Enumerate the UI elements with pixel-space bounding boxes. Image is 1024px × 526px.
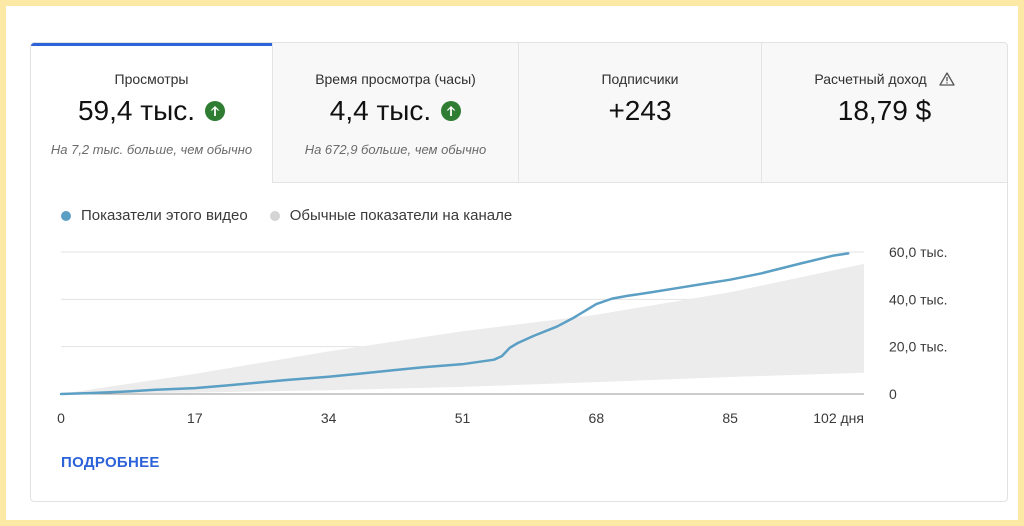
tab-note: На 672,9 больше, чем обычно <box>304 142 487 157</box>
tab-title: Просмотры <box>114 71 189 87</box>
tab-title: Подписчики <box>601 71 679 87</box>
page-frame: Просмотры 59,4 тыс. На 7,2 тыс. больше, … <box>6 6 1018 520</box>
x-tick-label: 34 <box>321 410 337 426</box>
tab-note: На 7,2 тыс. больше, чем обычно <box>50 142 253 157</box>
legend-label: Обычные показатели на канале <box>289 207 513 224</box>
x-tick-label: 51 <box>455 410 471 426</box>
y-tick-label: 0 <box>889 386 897 402</box>
arrow-up-icon <box>205 101 225 121</box>
y-tick-label: 60,0 тыс. <box>889 244 948 260</box>
arrow-up-icon <box>441 101 462 121</box>
tab-revenue[interactable]: Расчетный доход 18,79 $ <box>762 43 1007 183</box>
tab-value-row: 18,79 $ <box>762 95 1007 127</box>
tab-value: 18,79 $ <box>837 95 932 126</box>
legend-dot <box>269 210 280 221</box>
x-tick-label: 85 <box>722 410 738 426</box>
y-tick-label: 40,0 тыс. <box>889 291 948 307</box>
tab-value: +243 <box>608 95 672 126</box>
tab-title: Расчетный доход <box>814 71 927 87</box>
warning-icon[interactable] <box>938 72 955 89</box>
legend-item-this-video: Показатели этого видео <box>61 207 248 224</box>
metric-tabs: Просмотры 59,4 тыс. На 7,2 тыс. больше, … <box>31 43 1007 183</box>
tab-views[interactable]: Просмотры 59,4 тыс. На 7,2 тыс. больше, … <box>31 43 273 183</box>
tab-value: 4,4 тыс. <box>329 95 432 126</box>
x-tick-label: 68 <box>589 410 605 426</box>
legend-dot <box>61 210 71 221</box>
line-chart: 0 20,0 тыс. 40,0 тыс. 60,0 тыс. 0 17 34 51 68 85 1… <box>57 244 948 426</box>
tab-watch-time[interactable]: Время просмотра (часы) 4,4 тыс. На 672,9… <box>273 43 519 183</box>
analytics-card: Просмотры 59,4 тыс. На 7,2 тыс. больше, … <box>30 42 1008 502</box>
x-tick-label: 0 <box>57 410 65 426</box>
tab-value-row: 59,4 тыс. <box>31 95 272 127</box>
typical-range-band <box>61 263 864 394</box>
tab-title-row: Расчетный доход <box>762 71 1007 89</box>
legend-label: Показатели этого видео <box>81 207 248 224</box>
x-tick-label: 17 <box>187 410 203 426</box>
tab-value-row: +243 <box>519 95 761 127</box>
more-details-link[interactable]: ПОДРОБНЕЕ <box>61 454 160 471</box>
chart-legend: Показатели этого видео Обычные показател… <box>61 207 512 224</box>
legend-item-channel-typical: Обычные показатели на канале <box>269 207 513 224</box>
tab-title: Время просмотра (часы) <box>315 71 476 87</box>
series-line-this-video <box>59 252 850 396</box>
tab-subscribers[interactable]: Подписчики +243 <box>519 43 762 183</box>
x-tick-label: 102 дня <box>813 410 864 426</box>
tab-value-row: 4,4 тыс. <box>273 95 518 127</box>
y-tick-label: 20,0 тыс. <box>889 339 948 355</box>
tab-value: 59,4 тыс. <box>77 95 195 126</box>
